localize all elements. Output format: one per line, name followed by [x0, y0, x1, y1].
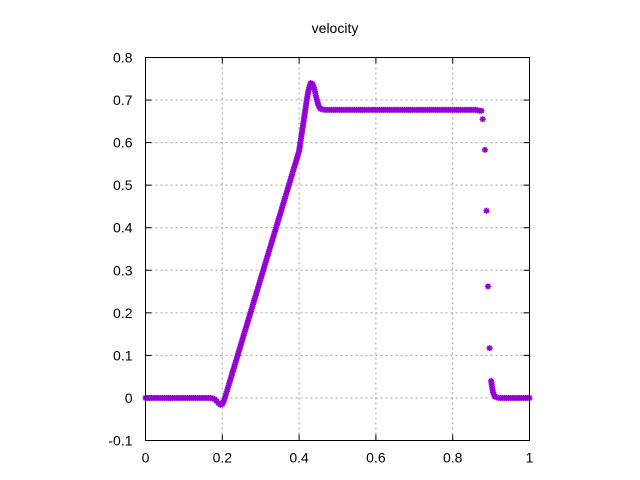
x-tick-label: 0 [142, 450, 150, 466]
tick-layer [145, 57, 530, 441]
data-points-layer [142, 80, 533, 408]
y-tick-label: 0.2 [113, 305, 133, 321]
x-tick-label: 0.8 [443, 450, 463, 466]
x-tick-label: 1 [526, 450, 534, 466]
y-tick-label: 0.8 [113, 50, 133, 66]
data-point [483, 207, 490, 214]
y-tick-label: 0.6 [113, 135, 133, 151]
y-tick-label: 0.5 [113, 177, 133, 193]
tick-label-layer: 0 0.2 0.4 0.6 0.8 1 -0.1 0 0.1 0.2 0.3 0.4 0.5 0.6 0.7… [108, 50, 533, 466]
x-tick-label: 0.2 [213, 450, 233, 466]
data-point [479, 116, 486, 123]
y-tick-label: 0.3 [113, 262, 133, 278]
plot-frame [145, 57, 530, 441]
data-point [486, 345, 493, 352]
data-point [485, 283, 492, 290]
data-point [478, 107, 485, 114]
y-tick-label: 0 [125, 390, 133, 406]
chart-title: velocity [312, 20, 359, 36]
x-tick-label: 0.4 [289, 450, 309, 466]
grid-layer [145, 57, 530, 441]
x-tick-label: 0.6 [366, 450, 386, 466]
y-tick-label: 0.1 [113, 347, 133, 363]
y-tick-label: -0.1 [108, 433, 132, 449]
data-point [481, 146, 488, 153]
y-tick-label: 0.4 [113, 220, 133, 236]
y-tick-label: 0.7 [113, 92, 133, 108]
